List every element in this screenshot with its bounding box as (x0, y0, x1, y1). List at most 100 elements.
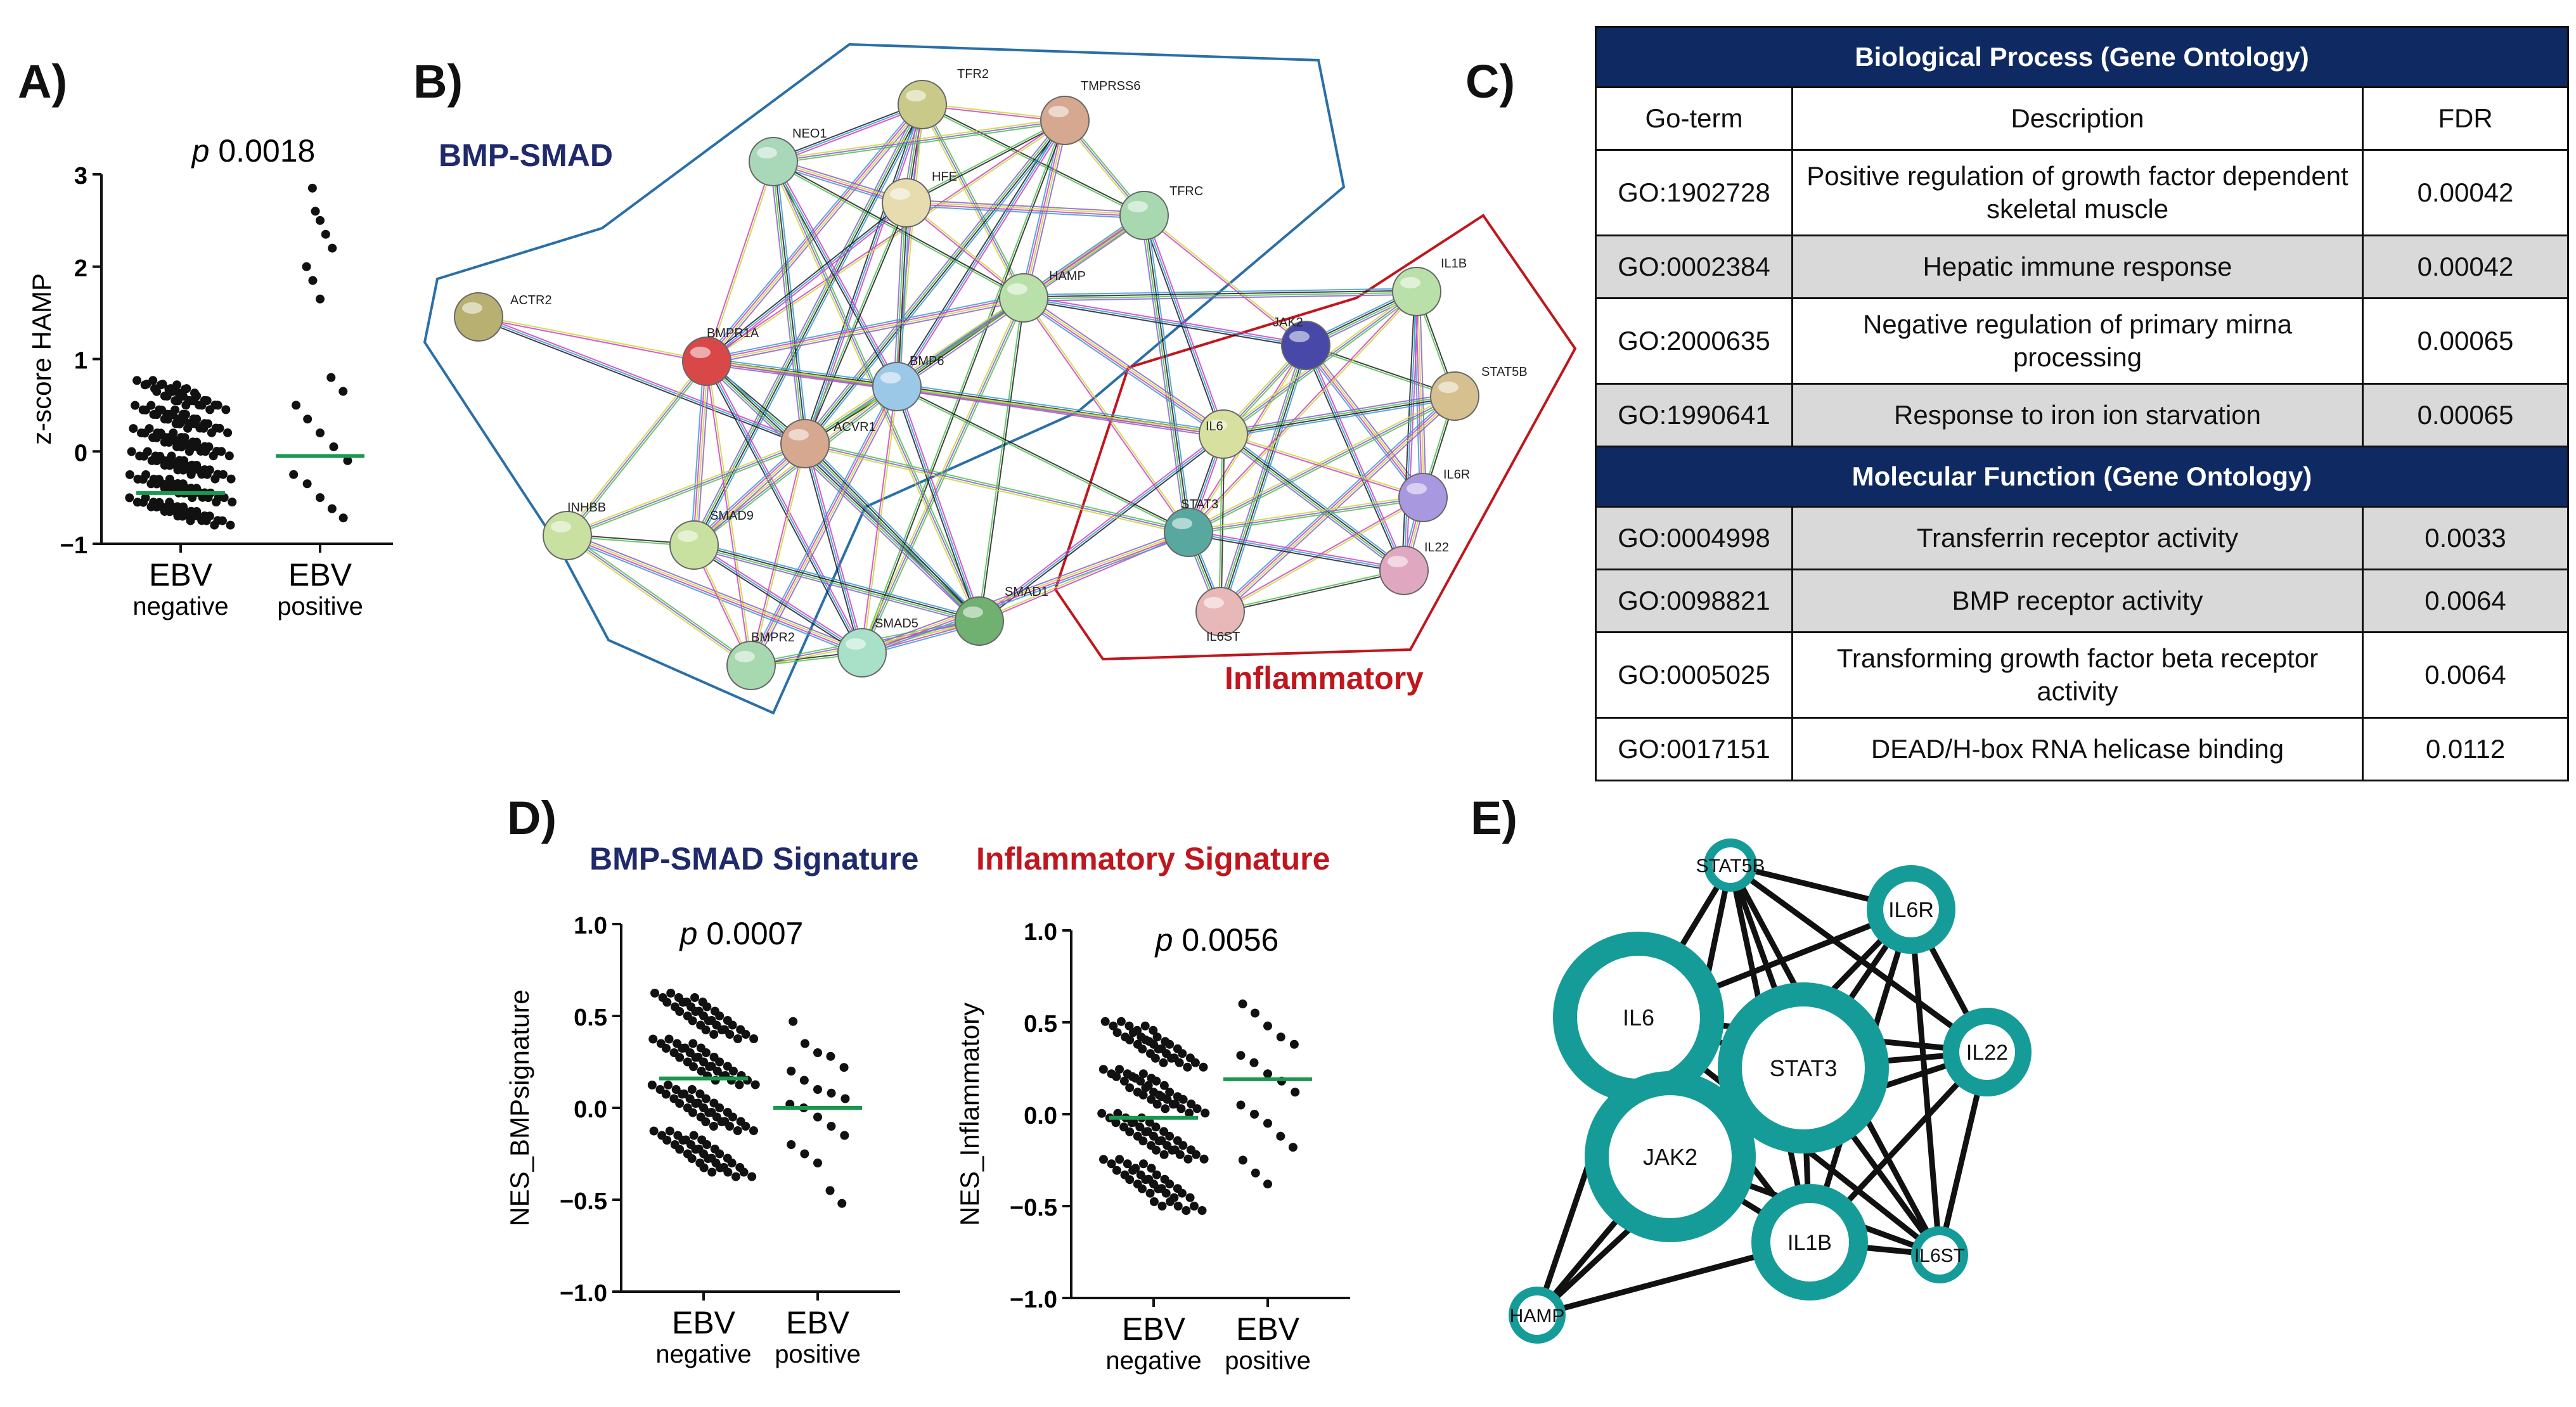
data-point (733, 1034, 742, 1043)
data-point (152, 387, 162, 396)
network-edge (568, 532, 864, 651)
data-point (688, 1039, 698, 1048)
data-point (678, 1044, 687, 1053)
data-point (1162, 1095, 1172, 1104)
data-point (193, 442, 202, 452)
network-edge (773, 120, 1066, 162)
data-point (1263, 1119, 1272, 1128)
network-edge (897, 383, 1224, 432)
data-point (1125, 1127, 1135, 1136)
network-edge (1306, 344, 1425, 498)
data-point (704, 1016, 713, 1025)
y-tick-label: −0.5 (1010, 1195, 1057, 1221)
data-point (1125, 1175, 1135, 1185)
data-point (1165, 1088, 1175, 1097)
data-point (177, 511, 187, 521)
data-point (749, 1034, 759, 1043)
network-edge (773, 106, 924, 164)
network-node-stat3: STAT3 (1164, 498, 1218, 557)
network-edge (1145, 214, 1226, 434)
data-point (695, 1089, 705, 1098)
data-point (826, 1051, 835, 1061)
data-point (717, 1025, 726, 1034)
network-edge (567, 361, 707, 536)
data-point (199, 423, 209, 433)
fdr-cell: 0.00042 (2362, 234, 2569, 299)
data-point (1192, 1150, 1201, 1159)
data-point (650, 989, 660, 998)
hub-node-label: IL6R (1888, 898, 1934, 922)
data-point (717, 1117, 726, 1126)
data-point (152, 433, 162, 442)
network-edge (1025, 295, 1226, 432)
data-point (688, 1108, 698, 1117)
data-point (1251, 1168, 1260, 1178)
network-edge (695, 387, 899, 548)
network-edge (692, 440, 804, 544)
data-point (1150, 1053, 1160, 1063)
data-point (1197, 1206, 1207, 1215)
network-edge (920, 105, 1023, 299)
network-edge (899, 203, 910, 387)
network-node-label: INHBB (567, 501, 606, 515)
hub-node-label: JAK2 (1643, 1144, 1697, 1170)
network-edge (1403, 291, 1417, 571)
panel-letter-c: C) (1465, 55, 1516, 108)
data-point (221, 405, 231, 414)
network-edge (568, 533, 753, 665)
network-node-label: IL22 (1424, 541, 1449, 555)
data-point (303, 414, 312, 424)
data-point (1152, 1076, 1161, 1086)
data-point (191, 419, 200, 428)
data-point (1119, 1076, 1129, 1086)
bmp-signature-chart: BMP-SMAD Signature −1.0 −0.5 0.0 0.5 1.0 NES_B… (505, 841, 918, 1368)
data-point (709, 1030, 719, 1039)
description-cell: Hepatic immune response (1791, 234, 2364, 299)
network-edge (802, 103, 921, 444)
data-point (655, 1085, 665, 1094)
go-term-cell: GO:0002384 (1595, 234, 1793, 299)
data-point (164, 414, 173, 424)
network-edge (707, 120, 1066, 363)
data-point (789, 1017, 798, 1026)
network-node-label: ACTR2 (510, 293, 552, 307)
network-edge (805, 203, 908, 445)
x-category-sublabel: negative (1105, 1347, 1201, 1375)
network-node-label: ACVR1 (834, 420, 876, 434)
data-point (1178, 1095, 1188, 1104)
network-edge (897, 203, 908, 387)
table-row: GO:0005025 Transforming growth factor be… (1595, 631, 2569, 719)
network-node-label: IL6ST (1206, 630, 1240, 644)
network-edge (1222, 346, 1310, 613)
network-node-label: HFE (932, 170, 957, 184)
data-point (1154, 1090, 1164, 1100)
chart-title: BMP-SMAD Signature (589, 841, 918, 877)
hub-node-stat3: STAT3 (1718, 982, 1889, 1153)
data-point (224, 451, 234, 461)
data-point (1263, 1021, 1272, 1031)
data-point (825, 1186, 835, 1195)
inflammatory-signature-chart: Inflammatory Signature −1.0 −0.5 0.0 0.5 1.0 N… (955, 841, 1350, 1375)
data-point (671, 1085, 681, 1094)
data-point (1128, 1166, 1138, 1175)
p-value-label: p 0.0018 (191, 133, 316, 169)
network-edge (692, 103, 922, 545)
data-point (699, 1163, 709, 1172)
data-point (302, 262, 311, 271)
data-point (1136, 1076, 1145, 1086)
x-category-label: EBV (1122, 1311, 1186, 1347)
data-point (800, 1039, 809, 1048)
go-term-cell: GO:2000635 (1595, 297, 1793, 385)
data-point (1141, 1035, 1150, 1044)
network-edge (478, 317, 707, 363)
y-axis-label: NES_BMPsignature (505, 989, 534, 1226)
data-point (195, 465, 204, 475)
network-edge (1223, 396, 1455, 436)
data-point (1175, 1150, 1185, 1159)
go-term-cell: GO:0098821 (1595, 569, 1793, 633)
data-point (839, 1063, 849, 1072)
data-point (1166, 1197, 1175, 1206)
network-edge (1188, 497, 1424, 533)
network-node-actr2: ACTR2 (454, 292, 552, 342)
